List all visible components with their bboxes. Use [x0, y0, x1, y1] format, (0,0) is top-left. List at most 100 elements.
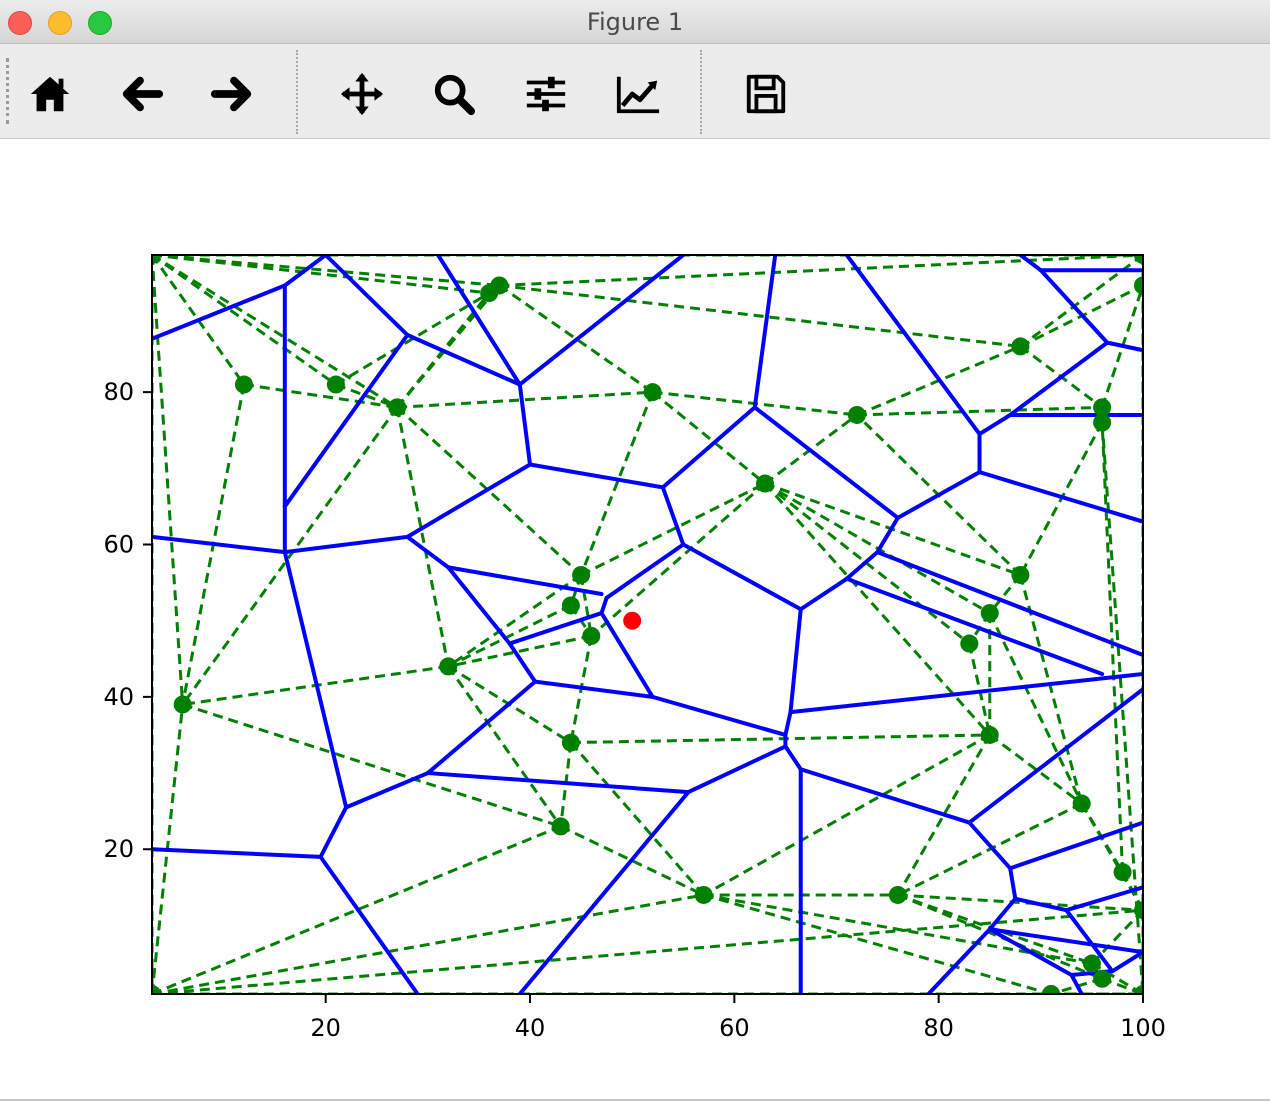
voronoi-edge: [1008, 340, 1110, 417]
y-tick-label: 60: [103, 531, 134, 559]
zoom-button[interactable]: [428, 68, 480, 120]
voronoi-edge: [405, 534, 451, 570]
data-point: [1011, 565, 1030, 584]
move-icon: [340, 72, 384, 116]
data-point: [582, 626, 601, 645]
delaunay-edge: [702, 733, 991, 897]
voronoi-edge: [977, 412, 1013, 437]
data-point: [1134, 985, 1143, 994]
voronoi-edge: [686, 744, 788, 795]
edit-axis-button[interactable]: [612, 68, 664, 120]
delaunay-edge: [897, 893, 1143, 912]
voronoi-edge: [875, 515, 900, 555]
voronoi-edge: [604, 542, 686, 600]
zoom-window-button[interactable]: [88, 11, 112, 35]
delaunay-edge: [569, 741, 705, 896]
voronoi-edge: [446, 565, 512, 646]
delaunay-edge: [152, 908, 1143, 994]
voronoi-edge: [977, 470, 1143, 524]
close-window-button[interactable]: [8, 11, 32, 35]
data-point: [173, 695, 192, 714]
data-point: [551, 817, 570, 836]
configure-subplots-button[interactable]: [520, 68, 572, 120]
voronoi-edge: [1105, 340, 1143, 353]
pan-button[interactable]: [336, 68, 388, 120]
data-point: [490, 276, 509, 295]
figure-canvas[interactable]: 20 40 60 80 100 20 40 60 80: [0, 139, 1270, 1100]
plot-frame: [151, 254, 1144, 995]
data-point: [847, 405, 866, 424]
delaunay-edge: [447, 573, 582, 668]
voronoi-edge: [1008, 866, 1018, 901]
delaunay-edge: [396, 284, 501, 409]
toolbar-separator: [700, 50, 702, 134]
voronoi-edge: [517, 382, 533, 467]
data-point: [1093, 398, 1112, 417]
data-point: [1082, 954, 1101, 973]
arrow-right-icon: [210, 76, 252, 112]
delaunay-edge: [335, 383, 398, 409]
delaunay-edge: [651, 390, 766, 485]
delaunay-edge: [152, 825, 562, 994]
delaunay-edge: [499, 255, 1143, 287]
minimize-window-button[interactable]: [48, 11, 72, 35]
delaunay-edge: [560, 825, 705, 897]
home-button[interactable]: [24, 68, 76, 120]
voronoi-edge: [425, 771, 691, 795]
forward-button[interactable]: [206, 68, 258, 120]
x-tick-label: 60: [719, 1014, 750, 1042]
data-point: [888, 885, 907, 904]
toolbar: [0, 44, 1270, 139]
voronoi-edge: [344, 771, 430, 810]
voronoi-edge: [844, 576, 1105, 677]
home-icon: [30, 76, 70, 112]
data-point: [980, 725, 999, 744]
voronoi-edge: [405, 462, 533, 539]
data-point: [1093, 413, 1112, 432]
delaunay-edge: [1100, 422, 1125, 873]
voronoi-edge: [318, 805, 349, 859]
voronoi-edge: [752, 255, 778, 410]
delaunay-edge: [897, 893, 1103, 981]
voronoi-edge: [844, 255, 982, 437]
voronoi-edge: [895, 470, 982, 520]
voronoi-edge: [798, 576, 849, 612]
delaunay-edge: [447, 665, 562, 828]
data-point: [439, 657, 458, 676]
voronoi-edge: [783, 744, 803, 772]
data-point: [561, 596, 580, 615]
delaunay-edge: [152, 893, 704, 994]
toolbar-grip[interactable]: [6, 58, 9, 124]
x-tick-label: 80: [923, 1014, 954, 1042]
voronoi-edge: [152, 847, 323, 859]
voronoi-edge: [967, 687, 1143, 825]
save-button[interactable]: [740, 68, 792, 120]
y-tick-label: 20: [103, 835, 134, 863]
y-tick-label: 40: [103, 683, 134, 711]
voronoi-edge: [650, 694, 788, 737]
voronoi-edge: [152, 534, 287, 555]
delaunay-edge: [152, 255, 500, 287]
voronoi-edge: [282, 534, 410, 555]
delaunay-edge: [590, 482, 766, 638]
voronoi-edge: [318, 854, 420, 994]
delaunay-edge: [152, 255, 185, 705]
delaunay-edge: [243, 383, 398, 409]
delaunay-edge: [1090, 909, 1143, 965]
sliders-icon: [526, 76, 566, 112]
voronoi-edge: [517, 255, 686, 387]
voronoi-edge: [282, 255, 328, 288]
data-point: [1072, 794, 1091, 813]
back-button[interactable]: [116, 68, 168, 120]
voronoi-edge: [1008, 820, 1143, 871]
data-point: [960, 634, 979, 653]
data-point: [1134, 255, 1143, 264]
voronoi-edge: [446, 565, 604, 597]
data-point: [980, 604, 999, 623]
voronoi-edge: [967, 820, 1013, 871]
line-chart-icon: [616, 76, 660, 114]
voronoi-delaunay-chart[interactable]: 20 40 60 80 100 20 40 60 80: [0, 139, 1270, 1100]
highlight-point: [623, 611, 642, 630]
delaunay-edge: [1091, 962, 1143, 994]
voronoi-edge: [1064, 885, 1143, 913]
